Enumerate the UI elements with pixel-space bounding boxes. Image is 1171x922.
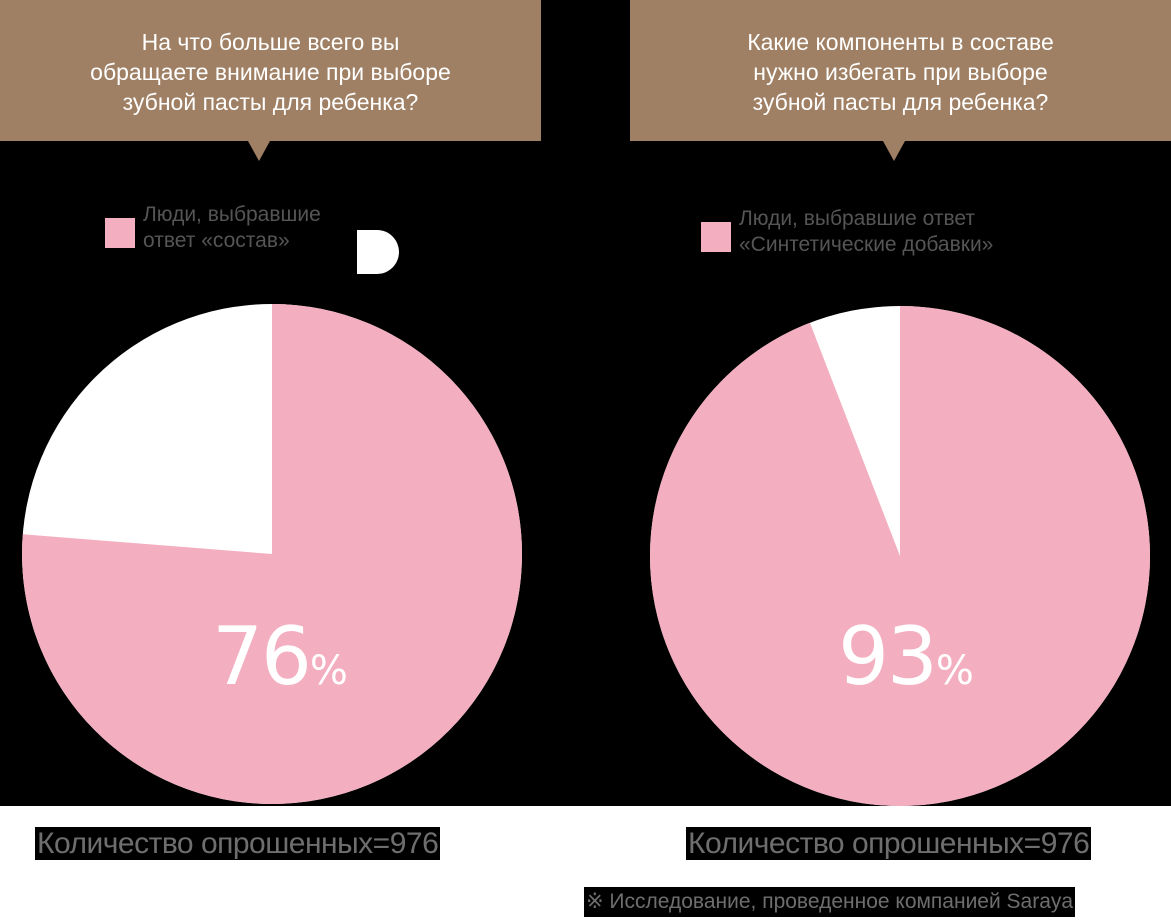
respondents-count-left: Количество опрошенных=976 [35,827,441,860]
value-unit: % [309,648,348,694]
pie-value-left: 76% [130,610,430,703]
question-callout-left: На что больше всего вы обращаете внимани… [0,0,541,161]
question-text-left: На что больше всего вы обращаете внимани… [90,28,451,115]
legend-right: Люди, выбравшие ответ «Синтетические доб… [701,206,993,258]
legend-swatch-icon [105,218,135,248]
value-number: 76 [212,610,312,703]
legend-label-left: Люди, выбравшие ответ «состав» [143,203,321,252]
pie-chart-left [22,304,522,804]
callout-pointer-icon [248,141,270,161]
pie-svg-left [22,304,522,804]
pie-slice-primary [650,306,1150,806]
pie-svg-right [650,306,1150,806]
callout-pointer-icon [883,141,905,161]
legend-left: Люди, выбравшие ответ «состав» [105,202,399,274]
question-callout-right: Какие компоненты в составе нужно избегат… [630,0,1171,161]
question-text-right: Какие компоненты в составе нужно избегат… [747,28,1054,115]
legend-artifact [357,230,399,274]
value-unit: % [935,648,974,694]
source-note: ※ Исследование, проведенное компанией Sa… [584,887,1076,917]
respondents-count-right: Количество опрошенных=976 [686,827,1092,860]
legend-swatch-icon [701,222,731,252]
pie-value-right: 93% [756,610,1056,703]
value-number: 93 [838,610,938,703]
legend-label-right: Люди, выбравшие ответ «Синтетические доб… [739,207,994,256]
pie-slice-primary [22,304,522,804]
pie-chart-right [650,306,1150,806]
